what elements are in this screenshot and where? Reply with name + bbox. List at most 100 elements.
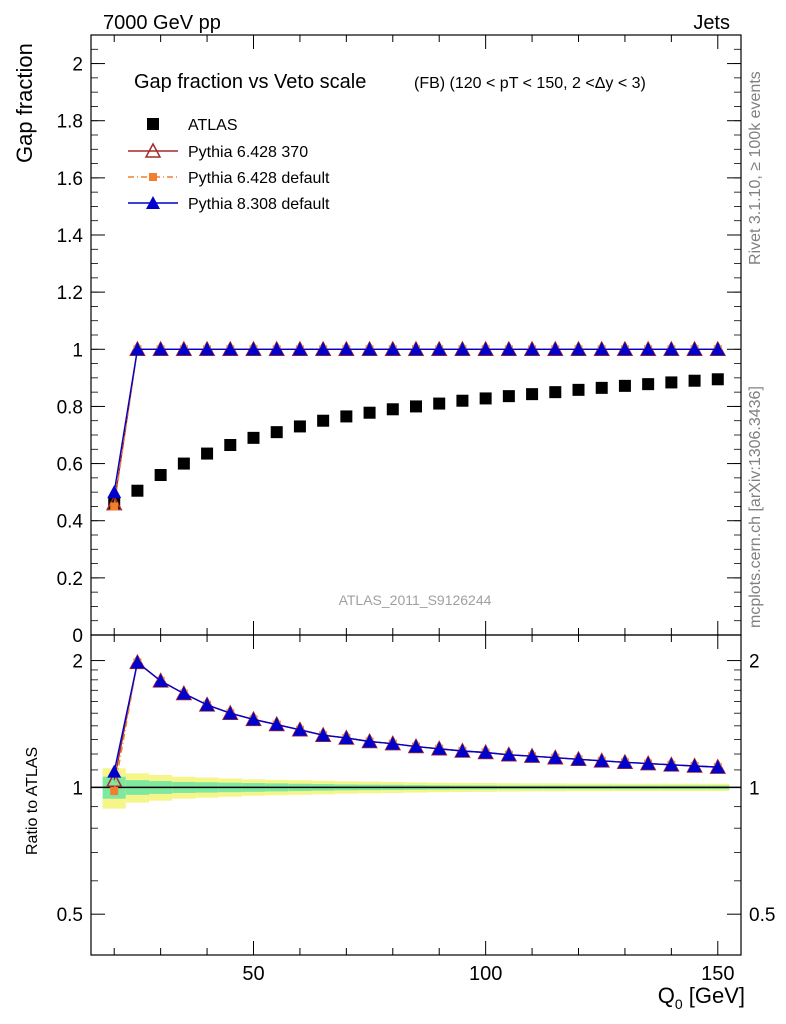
ratio-point-pythia-8-308-default <box>176 686 191 700</box>
data-point-pythia-8-308-default <box>269 342 284 356</box>
data-point-atlas <box>526 388 539 401</box>
data-point-pythia-8-308-default <box>176 342 191 356</box>
ratio-y-tick-label-right: 2 <box>749 652 760 673</box>
ratio-series-group <box>105 653 727 796</box>
ratio-point-pythia-8-308-default <box>617 755 632 769</box>
data-point-pythia-8-308-default <box>130 342 145 356</box>
y-tick-label: 0 <box>72 626 83 647</box>
data-point-atlas <box>479 392 492 405</box>
ratio-y-tick-label: 0.5 <box>57 905 83 926</box>
x-axis-label: Q0 [GeV] <box>658 983 745 1012</box>
ratio-y-tick-label-right: 0.5 <box>749 905 775 926</box>
data-point-pythia-8-308-default <box>594 342 609 356</box>
ratio-point-pythia-8-308-default <box>432 741 447 755</box>
data-point-pythia-8-308-default <box>525 342 540 356</box>
y-tick-label: 1.6 <box>57 169 83 190</box>
header-process-label: Jets <box>693 12 730 34</box>
ratio-point-pythia-8-308-default <box>687 758 702 772</box>
data-point-pythia-8-308-default <box>617 342 632 356</box>
ratio-point-pythia-8-308-default <box>385 736 400 750</box>
ratio-point-pythia-8-308-default <box>316 728 331 742</box>
y-tick-label: 0.2 <box>57 569 83 590</box>
ratio-uncertainty-band <box>102 768 730 809</box>
data-point-pythia-8-308-default <box>548 342 563 356</box>
data-point-pythia-8-308-default <box>316 342 331 356</box>
data-point-atlas <box>456 394 469 407</box>
data-point-atlas <box>247 431 260 444</box>
ratio-point-pythia-8-308-default <box>455 743 470 757</box>
y-tick-label: 1.8 <box>57 112 83 133</box>
y-tick-label: 2 <box>72 55 83 76</box>
data-point-atlas <box>549 386 562 399</box>
data-point-atlas <box>340 410 353 423</box>
main-series-group <box>105 340 727 511</box>
header-energy-label: 7000 GeV pp <box>103 12 221 34</box>
ratio-point-pythia-8-308-default <box>478 745 493 759</box>
ratio-x-axis: 50 100 150 <box>113 635 734 985</box>
ratio-point-pythia-8-308-default <box>153 673 168 687</box>
main-y-axis-label: Gap fraction <box>12 43 37 163</box>
data-point-pythia-8-308-default <box>641 342 656 356</box>
data-point-atlas <box>665 376 678 389</box>
ratio-point-pythia-8-308-default <box>641 756 656 770</box>
ratio-point-pythia-8-308-default <box>664 757 679 771</box>
data-point-atlas <box>224 439 237 451</box>
ratio-panel-frame <box>90 634 742 956</box>
data-point-pythia-8-308-default <box>432 342 447 356</box>
x-axis-label-subscript: 0 <box>675 996 683 1012</box>
main-chart-subtitle: (FB) (120 < pT < 150, 2 <Δy < 3) <box>414 75 646 92</box>
ratio-y-axis-label: Ratio to ATLAS <box>24 747 41 855</box>
ratio-point-pythia-8-308-default <box>548 750 563 764</box>
data-point-atlas <box>270 426 283 439</box>
legend-marker-pythia-8-308-default <box>146 196 160 209</box>
data-point-atlas <box>363 406 376 419</box>
ratio-point-pythia-8-308-default <box>710 760 725 774</box>
ratio-panel: 0.5 0.5 1 1 2 2 50 100 150 Ratio to ATLAS Q0 [G… <box>24 634 775 1012</box>
data-point-pythia-8-308-default <box>478 342 493 356</box>
data-point-pythia-8-308-default <box>153 342 168 356</box>
data-point-atlas <box>502 390 515 403</box>
data-point-atlas <box>688 374 701 387</box>
data-point-atlas <box>711 373 724 386</box>
data-point-pythia-8-308-default <box>409 342 423 356</box>
ratio-point-pythia-6-428-370 <box>105 771 123 787</box>
data-point-pythia-8-308-default <box>501 342 516 356</box>
data-point-atlas <box>572 383 585 396</box>
data-point-atlas <box>386 403 399 416</box>
data-point-atlas <box>293 420 306 433</box>
data-point-pythia-8-308-default <box>664 342 679 356</box>
main-y-axis: 0 0.2 0.4 0.6 0.8 1 1.2 1.4 1.6 1.8 2 <box>57 48 741 647</box>
ratio-point-pythia-8-308-default <box>501 747 516 761</box>
data-point-pythia-8-308-default <box>455 342 470 356</box>
data-point-pythia-8-308-default <box>710 342 725 356</box>
legend-label-pythia-8-308-default: Pythia 8.308 default <box>188 196 330 213</box>
data-point-pythia-8-308-default <box>571 342 586 356</box>
y-tick-label: 0.4 <box>57 512 84 533</box>
data-point-pythia-8-308-default <box>385 342 400 356</box>
ratio-point-pythia-8-308-default <box>107 764 122 778</box>
series-line-pythia-6-428-default <box>113 348 718 507</box>
main-panel: 0 0.2 0.4 0.6 0.8 1 1.2 1.4 1.6 1.8 2 Gap fraction… <box>12 34 742 647</box>
ratio-line-pythia-8-308-default <box>113 661 718 772</box>
y-tick-label: 0.8 <box>57 397 83 418</box>
ratio-point-pythia-8-308-default <box>362 734 377 748</box>
ratio-point-pythia-8-308-default <box>571 752 586 766</box>
data-point-atlas <box>201 447 214 460</box>
data-point-atlas <box>618 379 631 392</box>
x-axis-label-symbol: Q <box>658 983 675 1008</box>
x-tick-label: 150 <box>701 963 734 985</box>
data-point-pythia-6-428-default <box>110 502 119 511</box>
ratio-point-pythia-8-308-default <box>339 730 354 744</box>
ratio-point-pythia-8-308-default <box>409 739 423 753</box>
y-tick-label: 1.4 <box>57 226 84 247</box>
series-line-pythia-6-428-370 <box>113 348 718 504</box>
data-point-pythia-8-308-default <box>200 342 215 356</box>
ratio-line-pythia-6-428-default <box>113 661 718 792</box>
data-point-pythia-8-308-default <box>107 485 122 499</box>
data-point-pythia-8-308-default <box>223 342 238 356</box>
data-point-pythia-8-308-default <box>687 342 702 356</box>
x-axis-label-unit: [GeV] <box>683 983 745 1008</box>
data-point-pythia-8-308-default <box>292 342 307 356</box>
data-point-pythia-8-308-default <box>246 342 261 356</box>
mcplots-label: mcplots.cern.ch [arXiv:1306.3436] <box>747 386 764 628</box>
